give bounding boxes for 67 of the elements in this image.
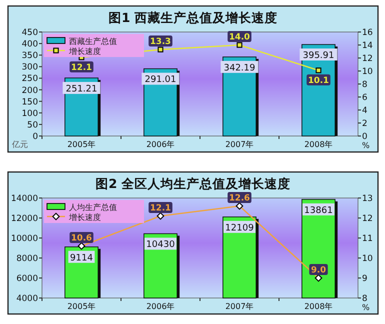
data-label: 13861: [304, 206, 333, 216]
y-tick-label: 450: [22, 28, 38, 38]
y-tick-label: 14000: [10, 194, 38, 204]
y-tick-label: 0: [32, 132, 38, 142]
data-label: 251.21: [66, 84, 98, 94]
data-label: 12.1: [71, 62, 92, 73]
point: [236, 42, 242, 48]
chart-title: 图2 全区人均生产总值及增长速度: [95, 176, 291, 191]
y-tick-label: 4000: [16, 294, 38, 304]
data-label: 291.01: [144, 75, 176, 86]
data-label: 10.6: [71, 234, 92, 244]
y2-tick-label: 10: [362, 67, 373, 77]
y2-tick-label: 11: [362, 234, 373, 244]
y2-tick-label: 2: [362, 119, 368, 129]
y-tick-label: 400: [22, 40, 38, 50]
legend-label: 增长速度: [68, 213, 101, 222]
y-tick-label: 300: [22, 62, 38, 73]
y2-axis-title: %: [362, 141, 370, 150]
x-tick-label: 2006年: [146, 140, 175, 149]
data-label: 9.0: [310, 266, 326, 276]
y2-tick-label: 10: [362, 254, 373, 264]
y2-tick-label: 4: [362, 106, 368, 116]
y-tick-label: 8000: [16, 254, 38, 264]
y2-tick-label: 9: [362, 274, 368, 284]
data-label: 342.19: [224, 63, 256, 74]
x-tick-label: 2008年: [304, 302, 333, 311]
point: [316, 68, 322, 74]
y-tick-label: 50: [27, 120, 38, 130]
y2-axis-title: %: [362, 303, 370, 312]
y-tick-label: 250: [22, 74, 38, 84]
chart-title: 图1 西藏生产总值及增长速度: [108, 10, 278, 25]
y-tick-label: 350: [22, 51, 38, 62]
y2-tick-label: 16: [362, 28, 373, 38]
data-label: 12.1: [150, 204, 172, 214]
data-label: 9114: [70, 253, 94, 264]
legend-label: 增长速度: [68, 47, 101, 56]
y-tick-label: 10000: [10, 234, 38, 244]
y2-tick-label: 6: [362, 93, 368, 103]
x-tick-label: 2006年: [146, 302, 175, 311]
y2-tick-label: 12: [362, 54, 373, 64]
data-label: 10430: [146, 240, 176, 250]
y2-tick-label: 8: [362, 80, 368, 90]
point: [158, 46, 164, 52]
y2-tick-label: 8: [362, 294, 368, 304]
x-tick-label: 2005年: [67, 140, 96, 149]
legend-label: 西藏生产总值: [69, 37, 117, 46]
y2-tick-label: 13: [362, 194, 373, 204]
x-tick-label: 2005年: [67, 302, 96, 311]
y-tick-label: 6000: [16, 274, 38, 284]
data-label: 395.91: [302, 51, 334, 61]
x-tick-label: 2007年: [225, 140, 254, 149]
data-label: 10.1: [308, 76, 330, 86]
legend-label: 人均生产总值: [69, 203, 117, 212]
data-label: 12.6: [229, 194, 250, 204]
y-tick-label: 150: [22, 97, 38, 108]
data-label: 13.3: [150, 37, 172, 48]
y2-tick-label: 12: [362, 214, 373, 224]
y-axis-title: 亿元: [11, 140, 28, 149]
x-tick-label: 2007年: [225, 302, 254, 311]
y-tick-label: 12000: [10, 214, 38, 224]
y-tick-label: 200: [22, 86, 38, 96]
data-label: 12109: [225, 223, 254, 234]
x-tick-label: 2008年: [304, 140, 333, 149]
y2-tick-label: 14: [362, 41, 373, 51]
data-label: 14.0: [229, 32, 250, 42]
y2-tick-label: 0: [362, 132, 368, 142]
y-tick-label: 100: [22, 108, 38, 119]
